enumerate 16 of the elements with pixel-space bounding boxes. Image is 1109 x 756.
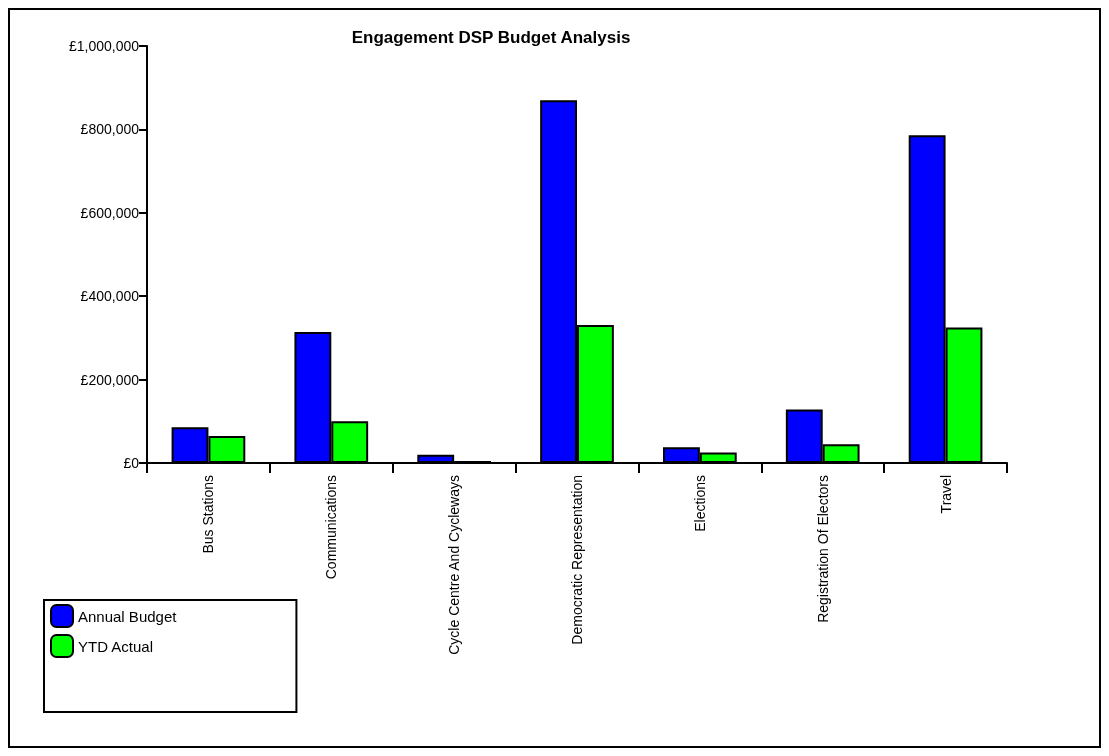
x-tick-label: Cycle Centre And Cycleways — [446, 475, 463, 655]
y-tick-label: £600,000 — [80, 204, 140, 221]
x-tick-label: Communications — [323, 475, 340, 580]
chart-title: Engagement DSP Budget Analysis — [351, 28, 631, 47]
x-tick-label: Bus Stations — [200, 475, 217, 554]
x-tick-label: Democratic Representation — [569, 475, 585, 645]
x-tick-label: Elections — [691, 475, 708, 532]
x-tick-label: Travel — [937, 475, 954, 514]
legend-label: Annual Budget — [78, 607, 178, 625]
y-tick-label: £800,000 — [80, 121, 140, 138]
y-tick-label: £200,000 — [80, 371, 140, 388]
y-tick-label: £0 — [123, 455, 140, 471]
x-tick-label: Registration Of Electors — [814, 475, 831, 623]
y-tick-label: £1,000,000 — [68, 38, 140, 54]
y-tick-label: £400,000 — [80, 288, 140, 305]
legend-label: YTD Actual — [78, 637, 154, 655]
